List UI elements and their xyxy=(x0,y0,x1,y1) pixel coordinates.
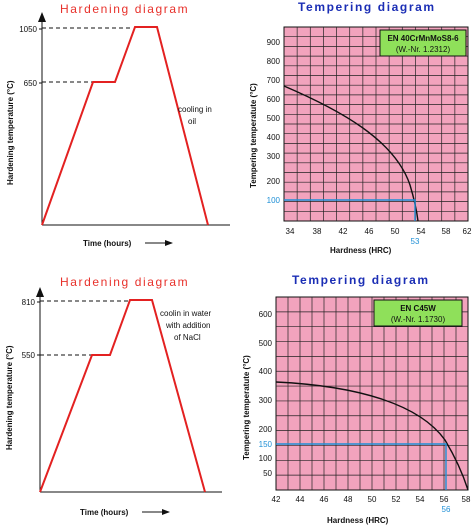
temp-high-tick: 810 xyxy=(22,298,36,307)
y-tick: 600 xyxy=(267,95,281,104)
y-tick: 500 xyxy=(259,339,273,348)
hardening-diagram-bottom: Hardening diagram 810 550 coolin in wate… xyxy=(5,275,222,517)
steel-label-box xyxy=(373,299,463,327)
y-tick: 100 xyxy=(259,454,273,463)
hardening-curve xyxy=(41,26,209,226)
temp-mid-tick: 650 xyxy=(24,79,38,88)
x-tick: 38 xyxy=(313,227,322,236)
x-tick: 42 xyxy=(339,227,348,236)
y-tick: 600 xyxy=(259,310,273,319)
tempering-marker xyxy=(284,199,416,221)
cooling-note-line3: of NaCl xyxy=(174,333,201,342)
tempering-x-ticks: 34 38 42 46 50 54 58 62 53 xyxy=(286,227,472,246)
hardening-curve xyxy=(39,299,206,493)
x-tick: 58 xyxy=(462,495,471,504)
hardening-diagram-top: Hardening diagram 1050 650 cooling in oi… xyxy=(6,2,230,248)
x-tick: 46 xyxy=(320,495,329,504)
x-tick: 56 xyxy=(440,495,449,504)
y-tick: 300 xyxy=(267,152,281,161)
tempering-y-ticks: 600 500 400 300 200 150 100 50 xyxy=(259,310,273,478)
tempering-x-label: Hardness (HRC) xyxy=(327,516,389,525)
tempering-x-ticks: 42 44 46 48 50 52 54 56 58 56 xyxy=(272,495,471,514)
x-tick: 42 xyxy=(272,495,281,504)
steel-label-box xyxy=(379,29,467,57)
x-tick: 58 xyxy=(442,227,451,236)
marker-temp-tick: 100 xyxy=(267,196,281,205)
y-tick: 50 xyxy=(263,469,272,478)
hardening-y-label: Hardening temperature (°C) xyxy=(6,80,15,185)
x-tick: 48 xyxy=(344,495,353,504)
steel-name: EN 40CrMnMoS8-6 xyxy=(387,34,459,43)
x-tick: 34 xyxy=(286,227,295,236)
cooling-note-line1: cooling in xyxy=(178,105,212,114)
tempering-x-label: Hardness (HRC) xyxy=(330,246,392,255)
tempering-diagram-top: Tempering diagram EN 40CrMnMoS8-6 (W.-Nr… xyxy=(249,0,472,255)
y-tick: 800 xyxy=(267,57,281,66)
tempering-diagram-bottom: Tempering diagram EN C45W (W.-Nr. 1.1730… xyxy=(242,273,471,525)
y-tick: 700 xyxy=(267,76,281,85)
x-tick: 50 xyxy=(368,495,377,504)
y-tick: 400 xyxy=(259,367,273,376)
y-axis-arrow-icon xyxy=(38,12,46,22)
x-tick: 54 xyxy=(416,495,425,504)
y-tick: 500 xyxy=(267,114,281,123)
hardening-title: Hardening diagram xyxy=(60,275,189,289)
x-tick: 46 xyxy=(365,227,374,236)
steel-number: (W.-Nr. 1.2312) xyxy=(396,45,451,54)
x-tick: 44 xyxy=(296,495,305,504)
temp-high-tick: 1050 xyxy=(19,25,37,34)
x-tick: 50 xyxy=(391,227,400,236)
tempering-grid xyxy=(276,297,468,490)
y-tick: 900 xyxy=(267,38,281,47)
tempering-title: Tempering diagram xyxy=(292,273,430,287)
y-axis-arrow-icon xyxy=(36,287,44,297)
y-tick: 300 xyxy=(259,396,273,405)
marker-hardness-tick: 53 xyxy=(411,237,420,246)
y-tick: 200 xyxy=(267,177,281,186)
cooling-note-line2: oil xyxy=(188,117,196,126)
cooling-note-line1: coolin in water xyxy=(160,309,211,318)
steel-name: EN C45W xyxy=(400,304,436,313)
y-tick: 200 xyxy=(259,425,273,434)
cooling-note-line2: with addition xyxy=(165,321,210,330)
hardening-x-label: Time (hours) xyxy=(80,508,129,517)
x-tick: 54 xyxy=(417,227,426,236)
tempering-curve xyxy=(275,381,469,491)
tempering-y-label: Tempering temperatute (°C) xyxy=(249,83,258,188)
tempering-y-ticks: 900 800 700 600 500 400 300 200 100 xyxy=(267,38,281,205)
marker-temp-tick: 150 xyxy=(259,440,273,449)
y-tick: 400 xyxy=(267,133,281,142)
x-tick: 62 xyxy=(463,227,472,236)
hardening-x-label: Time (hours) xyxy=(83,239,132,248)
x-tick: 52 xyxy=(392,495,401,504)
marker-hardness-tick: 56 xyxy=(442,505,451,514)
hardening-y-label: Hardening temperature (°C) xyxy=(5,345,14,450)
tempering-marker xyxy=(276,443,447,490)
tempering-title: Tempering diagram xyxy=(298,0,436,14)
steel-number: (W.-Nr. 1.1730) xyxy=(391,315,446,324)
temp-mid-tick: 550 xyxy=(22,351,36,360)
hardening-title: Hardening diagram xyxy=(60,2,189,16)
tempering-y-label: Tempering temperatute (°C) xyxy=(242,355,251,460)
